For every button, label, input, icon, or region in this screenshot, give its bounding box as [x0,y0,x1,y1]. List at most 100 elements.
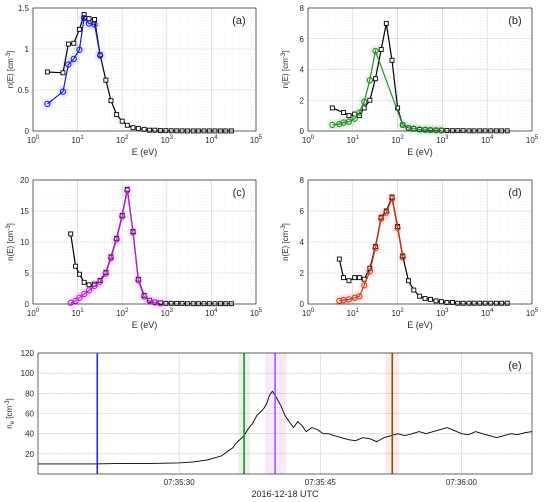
square-marker [157,128,163,134]
y-tick-label: 0 [25,127,30,136]
circle-marker [96,278,104,285]
x-tick-label: 105 [250,308,263,318]
square-marker [449,300,455,305]
square-marker [356,275,362,281]
x-tick-label: 105 [526,308,539,318]
x-tick-label: 100 [302,135,315,145]
x-tick-label: 103 [161,135,174,145]
circle-marker [356,293,363,300]
x-tick-label: 104 [205,308,218,318]
panel-label: (c) [233,187,246,199]
x-axis-label: E (eV) [132,320,158,330]
y-axis-label: n(E) [cm-3] [6,223,15,261]
circle-marker [399,254,406,261]
x-tick-label: 101 [71,308,84,318]
square-marker [444,300,450,305]
circle-marker [119,213,126,220]
square-marker [341,275,346,281]
square-marker [130,125,136,131]
square-marker [114,112,120,118]
circle-marker [351,115,358,122]
y-tick-label: 100 [21,369,35,378]
plot-area [33,8,256,131]
square-marker [455,300,461,306]
y-tick-label: 0 [25,300,30,309]
square-marker [329,105,335,111]
x-tick-label: 104 [481,308,494,318]
square-marker [341,110,346,116]
square-marker [86,282,92,288]
square-marker [477,300,483,306]
circle-marker [366,77,373,84]
square-marker [76,26,82,32]
square-marker [406,278,411,284]
y-tick-label: 15 [20,207,29,216]
axes-frame [32,179,257,305]
square-marker [433,298,439,304]
square-marker [168,300,174,306]
square-marker [438,299,444,305]
circle-marker [76,294,83,301]
square-marker [179,300,185,306]
circle-marker [366,268,373,275]
circle-marker [70,55,77,62]
highlight-glow [41,97,54,110]
circle-marker [91,21,98,28]
panel-label: (b) [508,15,521,27]
panel-1: 100 101 102 103 104 105 0 2 4 6 8 (b) E (eV) n(E) [cm… [281,4,539,157]
y-tick-label: 6 [300,35,305,44]
y-tick-label: 40 [25,430,34,439]
circle-marker [383,209,390,216]
circle-marker [345,118,353,125]
circle-marker [80,290,88,298]
y-axis-label: n(E) [cm-3] [281,223,290,261]
circle-marker [124,187,131,194]
circle-marker [399,121,406,128]
x-tick-label: 100 [27,135,40,145]
circle-marker [345,296,353,303]
y-tick-label: 8 [300,4,305,13]
circle-marker [140,293,148,300]
square-marker [86,16,92,22]
circle-marker [388,195,396,202]
circle-marker [336,297,343,305]
x-tick-label: 105 [250,135,263,145]
panel-label: (a) [232,15,245,27]
x-tick-label: 07:35:45 [305,478,337,487]
square-marker [103,77,109,83]
square-marker [76,271,82,277]
y-tick-label: 60 [25,410,34,419]
square-marker [174,300,180,306]
square-marker [493,300,499,306]
x-tick-label: 102 [116,135,129,145]
panel-3: 100 101 102 103 104 105 0 2 4 6 8 (d) E (eV) n(E) [cm… [281,176,539,330]
panel-e: 20 40 60 80 100 120 07:35:30 07:35:45 07:36:00 (e… [5,349,533,499]
square-marker [383,20,389,26]
x-tick-label: 103 [161,308,174,318]
circle-marker [378,215,385,222]
circle-marker [372,245,379,252]
square-marker [119,118,125,124]
circle-marker [356,109,363,116]
y-tick-label: 1 [25,45,30,54]
series-line-1 [47,16,101,105]
square-marker [92,17,98,22]
square-marker [81,279,87,285]
square-marker [336,256,342,262]
square-marker [65,41,71,47]
y-tick-label: 4 [300,238,305,247]
circle-marker [85,287,93,294]
x-tick-label: 101 [347,308,360,318]
square-marker [152,127,158,133]
x-tick-label: 101 [71,135,84,145]
square-marker [60,70,66,76]
circle-marker [65,61,72,68]
square-marker [471,300,477,306]
panel-label: (e) [508,360,521,372]
highlight-glow [326,118,339,131]
square-marker [411,287,417,293]
circle-marker [102,270,110,277]
axes-frame [32,7,257,132]
circle-marker [80,14,88,21]
y-tick-label: 0 [300,300,305,309]
